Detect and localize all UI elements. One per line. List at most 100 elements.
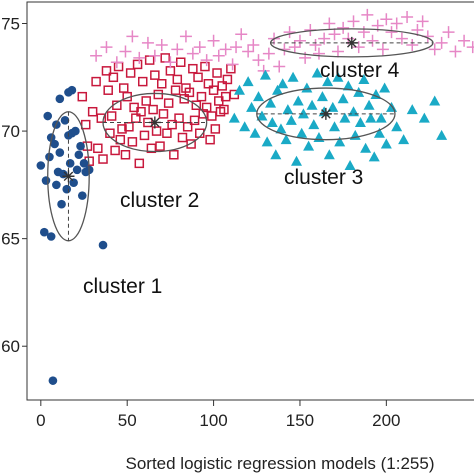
data-point	[200, 54, 213, 67]
plot-frame	[26, 1, 474, 401]
data-point	[176, 57, 186, 67]
x-tick-label: 0	[36, 411, 45, 430]
data-point	[429, 95, 441, 106]
data-point	[217, 81, 227, 91]
data-point	[323, 149, 335, 160]
data-point	[353, 86, 365, 97]
y-tick-label: 60	[1, 337, 20, 356]
data-point	[172, 74, 183, 85]
data-point	[43, 111, 53, 121]
cluster-labels: cluster 1 cluster 2 cluster 3 cluster 4	[83, 59, 400, 298]
data-point	[188, 63, 198, 74]
cluster-label: cluster 4	[320, 59, 400, 82]
series-cluster-2	[77, 53, 240, 169]
data-point	[428, 43, 441, 56]
data-point	[265, 97, 277, 108]
cluster-label: cluster 2	[120, 189, 199, 212]
data-point	[124, 122, 134, 132]
data-point	[138, 76, 148, 87]
data-point	[110, 56, 123, 69]
data-point	[235, 28, 248, 41]
data-point	[285, 114, 297, 125]
data-point	[296, 127, 308, 138]
data-point	[322, 76, 334, 87]
data-point	[368, 151, 380, 162]
data-point	[273, 60, 286, 73]
data-point	[200, 61, 210, 72]
data-point	[120, 149, 131, 160]
data-point	[39, 227, 49, 237]
data-point	[361, 8, 374, 21]
data-point	[246, 101, 258, 112]
data-point	[55, 148, 65, 157]
data-point	[395, 32, 408, 45]
data-point	[303, 140, 315, 151]
ellipse-cluster-3	[256, 87, 396, 141]
data-point	[119, 45, 132, 58]
data-point	[87, 106, 98, 117]
data-point	[57, 199, 66, 209]
data-point	[334, 136, 346, 147]
data-point	[242, 45, 255, 58]
data-point	[96, 113, 107, 123]
x-tick-label: 100	[199, 411, 227, 430]
data-point	[406, 39, 419, 52]
data-point	[344, 160, 356, 171]
y-tick-label: 70	[1, 122, 20, 141]
data-point	[354, 116, 366, 127]
data-point	[291, 155, 303, 166]
data-point	[337, 93, 349, 104]
data-point	[252, 54, 265, 67]
data-point	[239, 121, 251, 132]
data-point	[103, 85, 113, 95]
data-point	[196, 91, 207, 102]
data-point	[151, 126, 162, 136]
x-tick-label: 150	[286, 411, 314, 430]
data-point	[385, 26, 398, 39]
data-point	[91, 76, 101, 87]
data-point	[162, 128, 172, 138]
centroid-marker	[319, 107, 332, 120]
data-point	[193, 72, 203, 83]
data-point	[117, 124, 127, 134]
data-point	[67, 85, 77, 95]
ellipse-cluster-1	[47, 111, 90, 242]
data-point	[169, 149, 179, 160]
y-tick-label: 75	[1, 15, 20, 34]
data-point	[55, 94, 65, 104]
data-point	[141, 36, 154, 49]
data-point	[312, 47, 325, 60]
centroid-marker	[148, 116, 161, 129]
data-point	[311, 67, 323, 78]
data-point	[41, 176, 51, 185]
data-point	[207, 34, 220, 47]
data-point	[158, 109, 169, 119]
data-point	[435, 36, 448, 49]
data-point	[376, 43, 389, 56]
data-point	[65, 159, 75, 168]
data-point	[131, 113, 141, 123]
data-point	[71, 126, 80, 136]
data-point	[203, 79, 214, 89]
data-point	[62, 184, 72, 194]
data-point	[380, 138, 392, 149]
data-point	[46, 232, 56, 241]
data-point	[282, 104, 294, 115]
data-point	[222, 74, 233, 85]
data-point	[110, 145, 120, 156]
data-point	[60, 116, 70, 125]
data-point	[261, 136, 273, 147]
data-point	[76, 141, 85, 151]
data-point	[449, 45, 462, 58]
data-point	[174, 113, 184, 123]
data-point	[134, 158, 145, 169]
data-point	[306, 99, 318, 110]
data-point	[189, 115, 200, 126]
data-point	[179, 30, 192, 43]
data-point	[262, 47, 275, 60]
data-point	[125, 68, 136, 78]
y-axis: 60 65 70 75	[1, 15, 27, 356]
centroid-marker	[345, 36, 358, 49]
data-point	[352, 41, 365, 54]
